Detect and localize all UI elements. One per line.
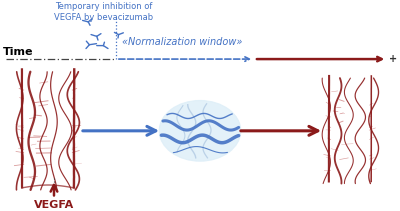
Ellipse shape	[159, 100, 241, 161]
Text: +: +	[389, 54, 397, 64]
Text: «Normalization window»: «Normalization window»	[122, 37, 242, 47]
Text: Temporary inhibition of
VEGFA by bevacizumab: Temporary inhibition of VEGFA by bevaciz…	[54, 2, 154, 22]
Text: VEGFA: VEGFA	[34, 200, 74, 210]
Text: Time: Time	[3, 47, 34, 57]
